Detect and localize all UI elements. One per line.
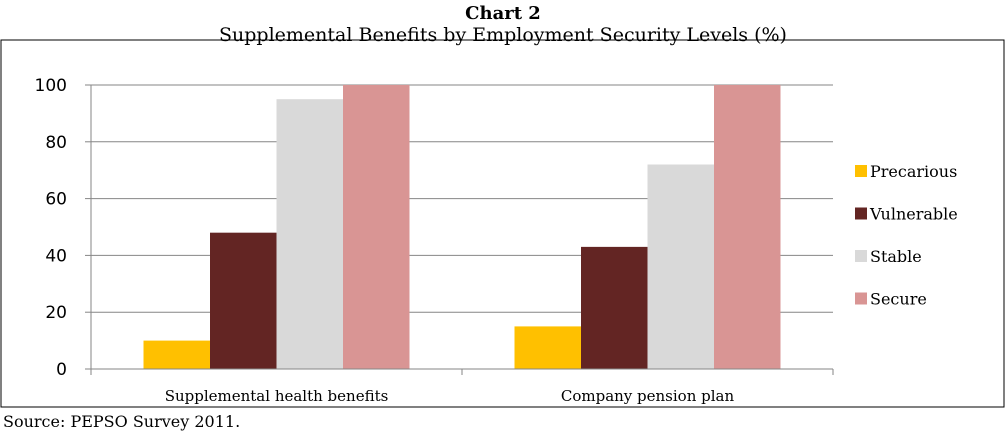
axes-group: 0 20 40 60 80 100 Supplemental health benefits…: [35, 76, 834, 405]
y-tick-label: 40: [45, 246, 67, 266]
legend-swatch-stable: [855, 250, 867, 262]
bar-secure-1: [343, 85, 410, 369]
bar-secure-2: [714, 85, 781, 369]
legend-label-vulnerable: Vulnerable: [869, 205, 958, 224]
bars-group: [143, 85, 781, 369]
bar-precarious-1: [143, 340, 210, 369]
x-tick-label: Supplemental health benefits: [165, 387, 389, 405]
y-tick-label: 0: [56, 360, 67, 380]
bar-precarious-2: [514, 326, 581, 369]
legend: Precarious Vulnerable Stable Secure: [855, 162, 958, 309]
chart-title: Chart 2: [465, 3, 541, 24]
bar-stable-1: [276, 99, 343, 369]
bar-stable-2: [647, 164, 714, 369]
legend-label-stable: Stable: [870, 247, 922, 266]
source-note: Source: PEPSO Survey 2011.: [3, 412, 241, 431]
y-tick-label: 80: [45, 133, 67, 153]
y-tick-label: 100: [35, 76, 67, 96]
x-tick-label: Company pension plan: [561, 387, 735, 405]
legend-swatch-secure: [855, 292, 867, 305]
legend-label-precarious: Precarious: [870, 162, 957, 181]
legend-swatch-precarious: [855, 165, 867, 177]
legend-label-secure: Secure: [870, 290, 927, 309]
chart-frame: [0, 39, 1005, 408]
bar-vulnerable-2: [581, 246, 648, 369]
y-tick-label: 20: [45, 303, 67, 323]
legend-swatch-vulnerable: [855, 207, 867, 220]
bar-vulnerable-1: [210, 232, 277, 369]
y-tick-label: 60: [45, 190, 67, 210]
